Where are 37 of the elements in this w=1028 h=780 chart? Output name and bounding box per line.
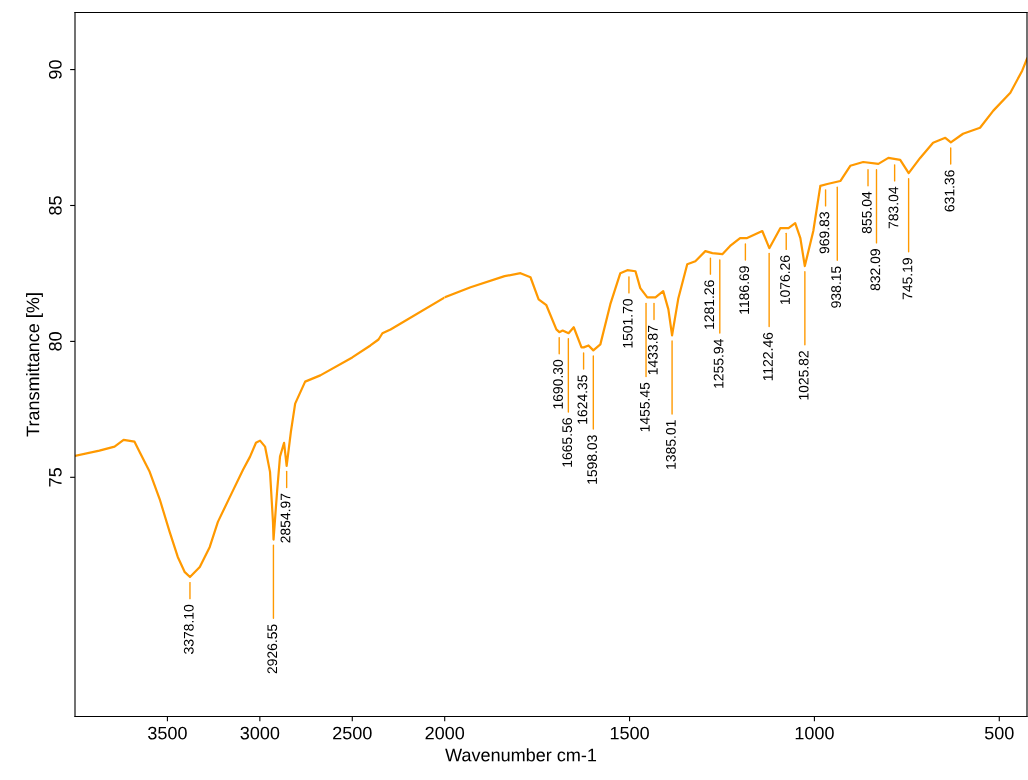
annotation: 745.19	[902, 258, 913, 300]
x-tick-label: 500	[984, 726, 1014, 740]
annotation: 1186.69	[739, 266, 750, 314]
annotation: 938.15	[831, 266, 842, 308]
y-tick-label: 90	[48, 60, 62, 79]
x-tick-label: 3000	[240, 726, 280, 740]
annotation: 1385.01	[665, 420, 676, 469]
annotation: 2926.55	[267, 624, 278, 674]
annotation: 1624.35	[577, 375, 588, 424]
annotation: 1255.94	[713, 339, 724, 388]
y-tick-label: 75	[49, 468, 62, 487]
x-tick-label: 2000	[425, 726, 465, 740]
annotation: 1501.70	[622, 298, 633, 348]
annotation: 631.36	[944, 170, 955, 212]
annotation: 783.04	[888, 186, 899, 229]
annotation: 1598.03	[587, 435, 598, 484]
annotation: 1122.46	[763, 332, 773, 381]
annotation: 1455.45	[640, 382, 650, 432]
y-tick-label: 80	[48, 332, 62, 351]
y-tick-label: 85	[48, 196, 62, 215]
annotation: 1076.26	[780, 255, 790, 305]
annotation: 1665.56	[562, 418, 573, 467]
x-tick-label: 2500	[333, 726, 372, 740]
annotation: 1281.26	[704, 280, 715, 329]
annotation: 969.83	[819, 212, 830, 254]
y-axis-title: Transmittance [%]	[26, 293, 43, 437]
x-tick-label: 1500	[610, 726, 649, 740]
annotation: 2854.97	[280, 493, 291, 543]
x-axis-title: Wavenumber cm-1	[445, 748, 597, 762]
annotation: 1025.82	[798, 351, 809, 400]
x-tick-label: 3500	[148, 726, 187, 740]
annotation: 1690.30	[553, 359, 563, 409]
annotation: 3378.10	[183, 604, 194, 654]
annotation: 855.04	[861, 191, 872, 234]
x-tick-label: 1000	[795, 726, 834, 740]
annotation: 1433.87	[647, 325, 658, 375]
annotation: 832.09	[870, 249, 881, 291]
